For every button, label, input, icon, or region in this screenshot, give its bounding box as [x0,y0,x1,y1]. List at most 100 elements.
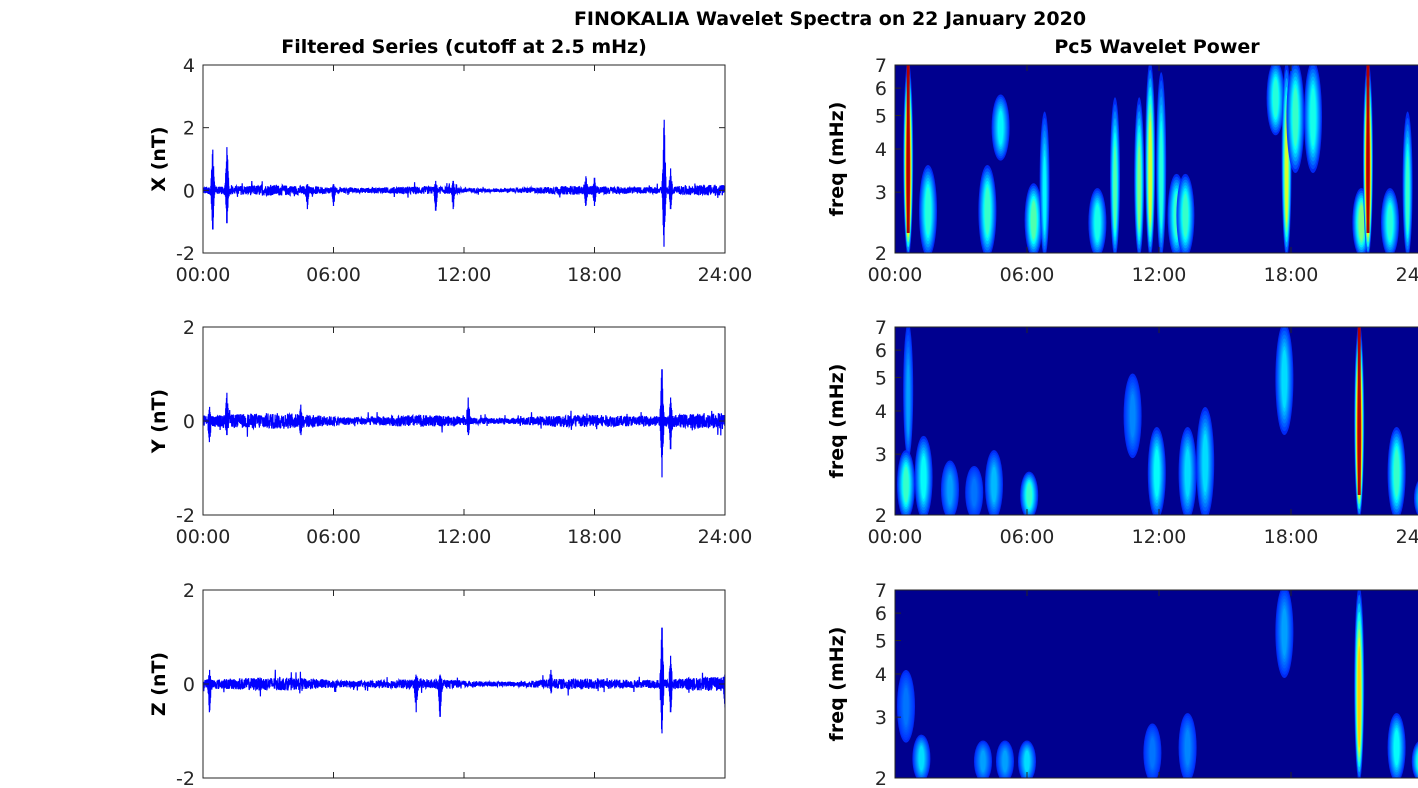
ytick-label: 0 [183,180,195,202]
xtick-label: 06:00 [1000,526,1055,548]
power-blob [1156,72,1167,253]
ytick-label: 5 [875,630,887,652]
power-blob [1381,188,1399,253]
power-level [1406,156,1410,232]
power-peak [1366,65,1370,233]
power-blob [1354,590,1365,778]
xtick-label: 18:00 [1264,526,1319,548]
power-level [1026,483,1032,508]
power-blob [985,450,1003,515]
ytick-label: 2 [183,118,195,140]
ytick-label: -2 [176,768,195,788]
y-axis-label: freq (mHz) [826,102,848,217]
power-level [925,187,931,235]
power-blob [1088,188,1107,253]
power-level [903,687,909,726]
power-blob [1024,183,1043,253]
heatmap-blobs [897,590,1418,778]
power-level [1030,200,1037,240]
right-column-title: Pc5 Wavelet Power [1054,36,1260,58]
panel-z-series: -2 0 2 Z (nT) [148,580,726,788]
power-level [1002,750,1008,773]
power-blob [1123,373,1142,459]
ytick-label: 2 [875,768,887,788]
ytick-label: 4 [875,664,887,686]
xtick-label: 24:00 [698,526,753,548]
power-level [1387,204,1393,241]
y-axis-label: freq (mHz) [826,364,848,479]
power-level [1024,750,1030,773]
ytick-label: 5 [875,105,887,127]
ytick-label: -2 [176,505,195,527]
xtick-label: 06:00 [1000,264,1055,286]
plot-area [203,65,725,253]
xtick-label: 18:00 [1264,264,1319,286]
power-blob [941,460,959,515]
ytick-label: 3 [875,444,887,466]
ytick-label: 6 [875,603,887,625]
power-level [1113,146,1117,230]
power-level [1393,729,1400,766]
power-level [1281,608,1288,656]
power-blob [914,435,933,515]
power-blob [1039,111,1050,253]
panel-x-power: 2 3 4 5 67 freq (mHz) 00:00 06:00 12:00 18:00 24:0… [826,55,1418,286]
power-level [1184,449,1191,497]
ytick-label: 7 [875,317,887,339]
power-blob [1286,65,1305,174]
axes-box [202,64,726,254]
power-blob [1363,65,1373,253]
power-level [1272,78,1279,118]
power-blob [903,327,914,459]
power-blob [1134,97,1145,253]
panel-x-series: -2 0 2 4 X (nT) 00:00 06:00 12:00 18:00 24:00 [148,55,752,286]
power-blob [1402,111,1413,253]
ytick-label: 2 [875,243,887,265]
power-blob [1020,471,1039,515]
xtick-label: 00:00 [868,526,923,548]
ytick-label: 3 [875,182,887,204]
power-level [1357,646,1361,748]
axes-box [202,326,726,516]
series-line-z [203,627,725,734]
power-level [997,110,1004,145]
ytick-label: 5 [875,367,887,389]
power-blob [1147,427,1166,515]
power-blob [1178,427,1197,515]
power-level [1148,121,1152,223]
power-level [918,746,925,771]
heatmap-blobs [903,65,1413,253]
series-line-x [203,119,725,247]
power-level [1310,87,1316,147]
power-blob [996,740,1014,778]
ytick-label: 7 [875,580,887,602]
power-level [1137,146,1141,230]
power-blob [1266,65,1285,136]
power-blob [1145,65,1156,253]
ytick-label: 4 [875,401,887,423]
power-level [1043,156,1047,232]
axes-box [202,589,726,779]
power-level [1202,433,1208,493]
y-axis-label: Z (nT) [148,652,170,716]
left-column-title: Filtered Series (cutoff at 2.5 mHz) [281,36,647,58]
power-level [1184,729,1191,766]
power-blob [1275,327,1294,436]
y-axis-label: freq (mHz) [826,627,848,742]
xtick-label: 18:00 [567,526,622,548]
power-level [971,478,977,507]
power-level [1094,204,1101,241]
power-blob [1196,406,1215,515]
power-blob [919,165,937,253]
xtick-label: 24:00 [1396,264,1418,286]
xtick-label: 12:00 [437,264,492,286]
power-blob [1387,427,1406,515]
xtick-label: 00:00 [176,526,231,548]
panel-y-power: 2 3 4 5 67 freq (mHz) 00:00 06:00 12:00 18:00 24:0… [826,317,1418,548]
power-level [1182,193,1189,237]
power-level [1281,349,1288,409]
power-blob [1143,723,1162,778]
power-level [1149,737,1156,768]
power-level [920,455,927,499]
figure-title: FINOKALIA Wavelet Spectra on 22 January … [574,8,1086,30]
